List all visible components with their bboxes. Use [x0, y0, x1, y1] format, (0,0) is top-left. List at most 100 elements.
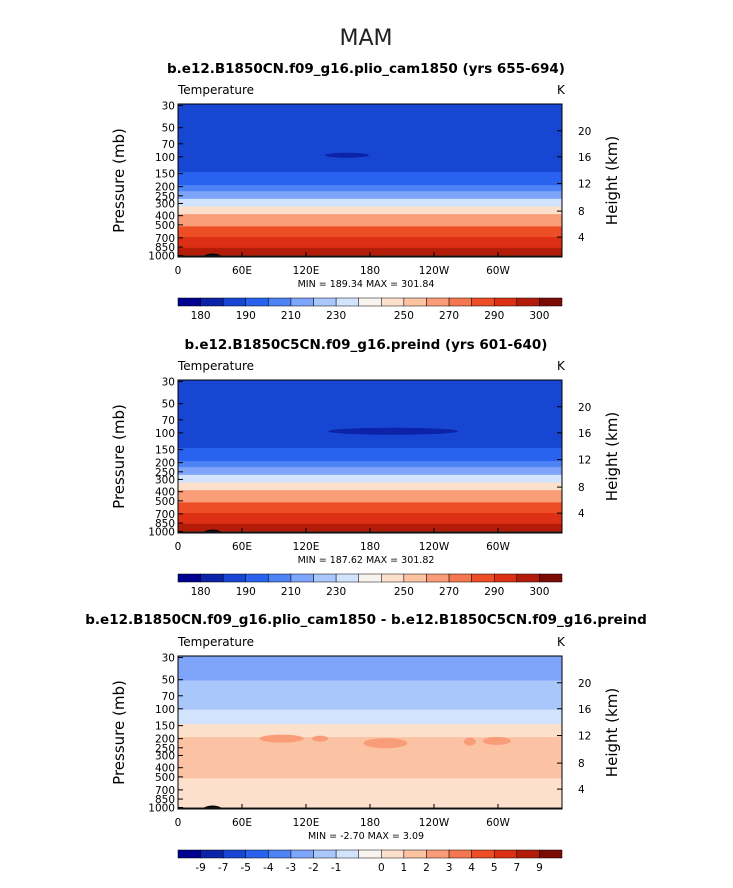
- colorbar-swatch: [200, 573, 224, 583]
- colorbar-swatch: [268, 297, 292, 307]
- y-tick-label: 300: [155, 474, 175, 486]
- colorbar-swatch: [471, 297, 495, 307]
- colorbar-label: 300: [529, 310, 549, 322]
- y-tick-label: 1000: [148, 802, 175, 814]
- x-tick-label: 60W: [486, 817, 510, 829]
- colorbar-swatch: [403, 573, 427, 583]
- warm-anomaly-patch: [482, 736, 511, 745]
- contour-band: [178, 237, 562, 249]
- variable-label: Temperature: [177, 635, 254, 649]
- y-tick-label: 70: [162, 139, 175, 151]
- colorbar-swatch: [358, 849, 382, 859]
- y-right-tick-label: 16: [578, 152, 592, 164]
- x-tick-label: 0: [175, 265, 182, 277]
- y-tick-label: 150: [155, 445, 175, 457]
- y-right-tick-label: 12: [578, 179, 591, 191]
- colorbar-swatch: [493, 573, 518, 583]
- contour-band: [178, 513, 562, 525]
- y-tick-label: 850: [155, 518, 175, 530]
- contour-band: [178, 490, 562, 503]
- y-tick-label: 850: [155, 794, 175, 806]
- colorbar-label: 300: [529, 586, 549, 598]
- contour-band: [178, 743, 562, 752]
- colorbar-swatch: [381, 849, 405, 859]
- contour-band: [178, 502, 562, 514]
- contour-band: [178, 191, 562, 200]
- contour-band: [178, 206, 562, 215]
- y-tick-label: 100: [155, 704, 175, 716]
- colorbar-label: 210: [281, 310, 301, 322]
- contour-band: [178, 766, 562, 779]
- y-right-tick-label: 8: [578, 758, 585, 770]
- chart-panel-1: b.e12.B1850CN.f09_g16.plio_cam1850 (yrs …: [110, 61, 621, 322]
- colorbar-swatch: [493, 297, 518, 307]
- y-tick-label: 200: [155, 734, 175, 746]
- y-axis-title: Pressure (mb): [110, 128, 128, 233]
- contour-band: [178, 750, 562, 760]
- colorbar-label: 7: [513, 862, 520, 874]
- contour-band: [178, 226, 562, 238]
- y-tick-label: 30: [162, 101, 175, 113]
- y-tick-label: 700: [155, 509, 175, 521]
- contour-band: [178, 172, 562, 186]
- contour-band: [178, 758, 562, 767]
- colorbar-label: 210: [281, 586, 301, 598]
- x-tick-label: 180: [360, 817, 380, 829]
- y-right-tick-label: 20: [578, 678, 591, 690]
- colorbar-swatch: [222, 849, 247, 859]
- colorbar-label: -9: [195, 862, 205, 874]
- colorbar-label: -4: [263, 862, 274, 874]
- cold-tropopause-core: [324, 152, 369, 158]
- x-tick-label: 120E: [293, 265, 320, 277]
- y-tick-label: 400: [155, 487, 175, 499]
- colorbar-swatch: [222, 297, 247, 307]
- contour-band: [178, 482, 562, 491]
- x-tick-label: 0: [175, 817, 182, 829]
- contour-band: [178, 778, 562, 790]
- colorbar-swatch: [268, 573, 292, 583]
- colorbar-swatch: [381, 297, 405, 307]
- colorbar-swatch: [290, 297, 314, 307]
- contour-band: [178, 680, 562, 699]
- y-tick-label: 250: [155, 191, 175, 203]
- colorbar-swatch: [516, 297, 540, 307]
- y-tick-label: 150: [155, 169, 175, 181]
- colorbar-swatch: [403, 849, 427, 859]
- colorbar-label: 2: [423, 862, 430, 874]
- y-tick-label: 500: [155, 496, 175, 508]
- x-tick-label: 60E: [232, 817, 252, 829]
- y-right-tick-label: 20: [578, 402, 591, 414]
- colorbar-swatch: [358, 297, 382, 307]
- colorbar-swatch: [290, 849, 314, 859]
- colorbar-label: 9: [536, 862, 543, 874]
- cold-tropopause-core: [328, 427, 459, 435]
- contour-band: [178, 380, 562, 405]
- y-tick-label: 500: [155, 220, 175, 232]
- colorbar-label: 190: [236, 310, 256, 322]
- colorbar-label: -7: [218, 862, 228, 874]
- y-axis-title: Pressure (mb): [110, 680, 128, 785]
- contour-band: [178, 698, 562, 711]
- min-max-stats: MIN = 187.62 MAX = 301.82: [298, 555, 435, 566]
- y-right-axis-title: Height (km): [603, 412, 621, 501]
- colorbar-label: 290: [484, 310, 504, 322]
- y-right-tick-label: 8: [578, 206, 585, 218]
- colorbar-swatch: [426, 297, 450, 307]
- y-tick-label: 30: [162, 377, 175, 389]
- y-tick-label: 500: [155, 772, 175, 784]
- colorbar-label: 4: [468, 862, 475, 874]
- colorbar-swatch: [313, 573, 337, 583]
- y-tick-label: 400: [155, 763, 175, 775]
- contour-band: [178, 185, 562, 192]
- contour-band: [178, 789, 562, 801]
- colorbar-swatch: [177, 297, 201, 307]
- colorbar-swatch: [471, 849, 495, 859]
- colorbar-label: 290: [484, 586, 504, 598]
- y-tick-label: 700: [155, 785, 175, 797]
- x-tick-label: 120W: [419, 265, 450, 277]
- contour-dip: [285, 710, 394, 719]
- colorbar-swatch: [426, 573, 450, 583]
- colorbar-swatch: [358, 573, 382, 583]
- y-tick-label: 200: [155, 182, 175, 194]
